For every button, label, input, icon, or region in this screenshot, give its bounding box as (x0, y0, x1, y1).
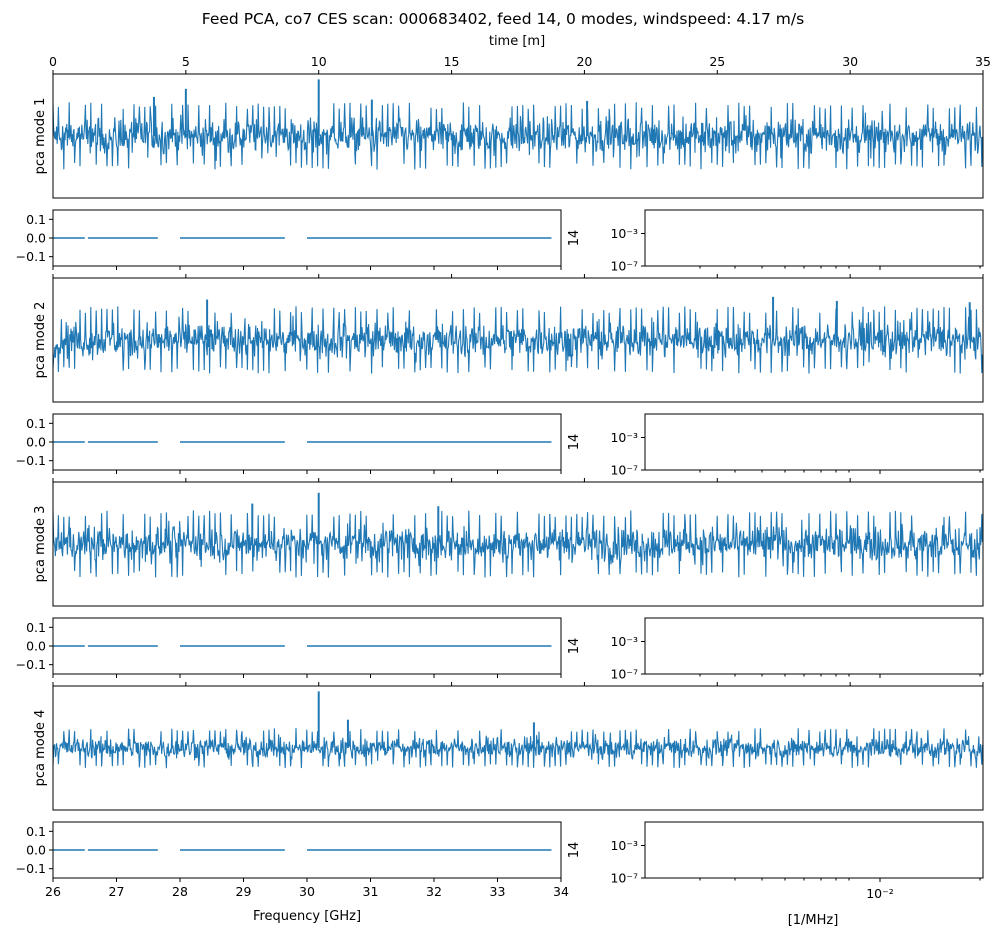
x-tick-label: 0 (49, 54, 57, 69)
timestream-panel: pca mode 1 0 5 10 15 20 25 30 35 time [m] (33, 34, 991, 174)
y-tick-label: 0.1 (26, 416, 46, 431)
y-tick-label: 10⁻³ (610, 430, 638, 445)
timestream-frame (52, 685, 984, 811)
x-tick-label: 32 (426, 884, 442, 899)
y-tick-label: −0.1 (16, 657, 46, 672)
spectrum-frame (52, 821, 562, 879)
x-tick-label: 30 (299, 884, 315, 899)
x-tick-label: 31 (363, 884, 379, 899)
y-axis-label: pca mode 4 (33, 710, 48, 787)
y-axis-label: pca mode 3 (33, 506, 48, 583)
y-tick-label: 0.1 (26, 620, 46, 635)
y-tick-label: 0.0 (26, 843, 46, 858)
y-tick-label: 10⁻³ (610, 226, 638, 241)
timestream-panel: pca mode 2 (33, 274, 984, 379)
figure-title: Feed PCA, co7 CES scan: 000683402, feed … (202, 10, 804, 28)
y-tick-label: 10⁻⁷ (610, 871, 638, 886)
series-label: 14 (567, 842, 582, 859)
x-tick-label: 34 (553, 884, 569, 899)
timestream-line (52, 510, 983, 578)
x-axis-label: Frequency [GHz] (253, 909, 361, 924)
spectrum-panel: 0.1 0.0 −0.1 14 (16, 620, 582, 678)
y-tick-label: −0.1 (16, 453, 46, 468)
x-tick-label: 25 (709, 54, 725, 69)
x-tick-label: 35 (975, 54, 991, 69)
spectrum-frame (52, 413, 562, 471)
series-label: 14 (567, 230, 582, 247)
power-spectrum-panel: 10⁻³ 10⁻⁷ (610, 430, 981, 478)
x-tick-label: 33 (490, 884, 506, 899)
y-tick-label: 0.0 (26, 231, 46, 246)
x-axis-label: time [m] (489, 34, 545, 49)
series-label: 14 (567, 434, 582, 451)
y-tick-label: 10⁻³ (610, 634, 638, 649)
spectrum-panel: 0.1 0.0 −0.1 26 27 28 29 30 31 32 33 34 Frequency [G… (16, 824, 582, 924)
y-tick-label: −0.1 (16, 249, 46, 264)
x-axis-label: [1/MHz] (788, 913, 839, 928)
power-spectrum-panel: 10⁻³ 10⁻⁷ 10⁻² [1/MHz] (610, 838, 981, 928)
power-spectrum-frame (644, 617, 984, 675)
panels: pca mode 1 0 5 10 15 20 25 30 35 time [m] 0.1 0.0 −0… (16, 34, 991, 928)
timestream-panel: pca mode 3 (33, 478, 984, 583)
y-axis-label: pca mode 1 (33, 98, 48, 175)
power-spectrum-panel: 10⁻³ 10⁻⁷ (610, 634, 981, 682)
y-tick-label: 10⁻³ (610, 838, 638, 853)
power-spectrum-frame (644, 209, 984, 267)
y-tick-label: −0.1 (16, 861, 46, 876)
spectrum-frame (52, 617, 562, 675)
timestream-line (52, 728, 983, 769)
power-spectrum-panel: 10⁻³ 10⁻⁷ (610, 226, 981, 274)
y-tick-label: 10⁻⁷ (610, 463, 638, 478)
y-axis-label: pca mode 2 (33, 302, 48, 379)
x-tick-label: 27 (109, 884, 125, 899)
series-label: 14 (567, 638, 582, 655)
x-tick-label: 26 (45, 884, 61, 899)
y-tick-label: 10⁻⁷ (610, 667, 638, 682)
spectrum-panel: 0.1 0.0 −0.1 14 (16, 416, 582, 474)
y-tick-label: 0.0 (26, 435, 46, 450)
y-tick-label: 0.1 (26, 212, 46, 227)
x-tick-label: 20 (576, 54, 592, 69)
spectrum-frame (52, 209, 562, 267)
y-tick-label: 0.1 (26, 824, 46, 839)
timestream-frame (52, 277, 984, 403)
power-spectrum-frame (644, 413, 984, 471)
timestream-line (52, 102, 983, 170)
x-tick-label: 29 (236, 884, 252, 899)
x-tick-label: 10 (311, 54, 327, 69)
y-tick-label: 0.0 (26, 639, 46, 654)
timestream-line (52, 306, 983, 374)
x-tick-label: 10⁻² (866, 886, 894, 901)
x-tick-label: 5 (182, 54, 190, 69)
timestream-frame (52, 481, 984, 607)
x-tick-label: 28 (172, 884, 188, 899)
timestream-frame (52, 73, 984, 199)
spectrum-panel: 0.1 0.0 −0.1 14 (16, 212, 582, 270)
x-tick-label: 30 (842, 54, 858, 69)
y-tick-label: 10⁻⁷ (610, 259, 638, 274)
timestream-panel: pca mode 4 (33, 682, 984, 787)
x-tick-label: 15 (444, 54, 460, 69)
power-spectrum-frame (644, 821, 984, 879)
